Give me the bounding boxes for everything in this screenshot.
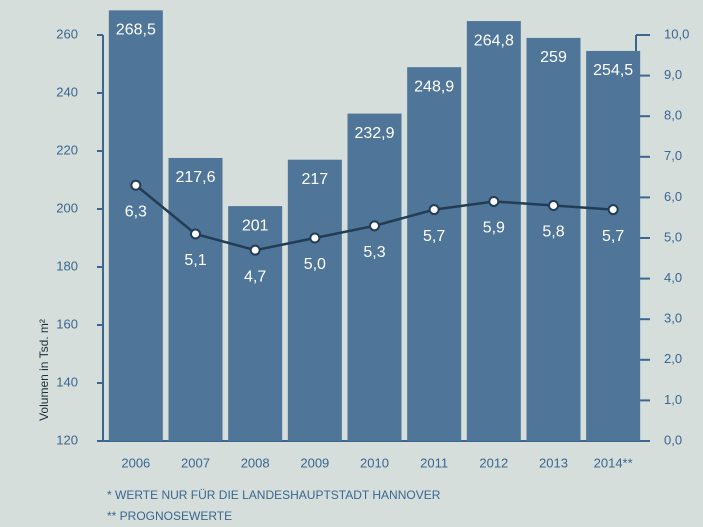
line-value-label: 5,3 bbox=[363, 244, 385, 261]
y2-tick-label: 6,0 bbox=[664, 189, 682, 204]
x-tick-label: 2009 bbox=[300, 455, 329, 470]
line-point bbox=[190, 228, 201, 240]
bar-value-label: 268,5 bbox=[116, 22, 156, 39]
bar bbox=[466, 21, 521, 442]
y2-tick-label: 10,0 bbox=[664, 26, 689, 41]
y-tick-label: 200 bbox=[56, 200, 78, 215]
line-point bbox=[249, 244, 261, 256]
y2-tick-label: 3,0 bbox=[664, 311, 682, 326]
line-value-label: 6,3 bbox=[125, 203, 147, 220]
bar-value-label: 201 bbox=[242, 217, 269, 234]
bar bbox=[287, 159, 342, 441]
line-value-label: 5,9 bbox=[483, 220, 505, 237]
bar-value-label: 217 bbox=[301, 171, 328, 188]
y-tick-label: 120 bbox=[56, 432, 78, 447]
y2-tick-label: 7,0 bbox=[664, 148, 682, 163]
bar bbox=[168, 157, 223, 441]
x-tick-label: 2013 bbox=[539, 455, 568, 470]
bar-value-label: 217,6 bbox=[175, 169, 215, 186]
y2-tick-label: 1,0 bbox=[664, 392, 682, 407]
x-tick-label: 2006 bbox=[121, 455, 150, 470]
line-value-label: 5,1 bbox=[184, 252, 206, 269]
bar bbox=[586, 50, 641, 441]
bar bbox=[347, 113, 402, 441]
y2-tick-label: 0,0 bbox=[664, 432, 682, 447]
y-tick-label: 160 bbox=[56, 316, 78, 331]
bar bbox=[526, 37, 581, 442]
line-value-label: 5,7 bbox=[423, 228, 445, 245]
y-tick-label: 240 bbox=[56, 84, 78, 99]
bar bbox=[407, 67, 462, 441]
bar-value-label: 259 bbox=[540, 49, 567, 66]
line-point bbox=[488, 195, 500, 207]
x-tick-label: 2007 bbox=[181, 455, 210, 470]
bar-value-label: 232,9 bbox=[354, 125, 394, 142]
line-point bbox=[428, 204, 440, 216]
y2-tick-label: 5,0 bbox=[664, 229, 682, 244]
y2-tick-label: 4,0 bbox=[664, 270, 682, 285]
bar bbox=[228, 206, 283, 441]
y-tick-label: 260 bbox=[56, 26, 78, 41]
y2-tick-label: 2,0 bbox=[664, 351, 682, 366]
line-value-label: 5,0 bbox=[304, 256, 326, 273]
footnote: * WERTE NUR FÜR DIE LANDESHAUPTSTADT HAN… bbox=[107, 488, 441, 502]
x-tick-label: 2012 bbox=[479, 455, 508, 470]
x-tick-label: 2010 bbox=[360, 455, 389, 470]
line-value-label: 4,7 bbox=[244, 268, 266, 285]
y-axis-label: Volumen in Tsd. m² bbox=[37, 319, 51, 421]
line-point bbox=[130, 179, 142, 191]
x-tick-label: 2011 bbox=[420, 455, 448, 470]
line-point bbox=[369, 220, 380, 232]
line-point bbox=[309, 232, 321, 244]
y2-tick-label: 8,0 bbox=[664, 108, 682, 123]
bar-value-label: 254,5 bbox=[593, 62, 633, 79]
line-value-label: 5,7 bbox=[602, 228, 624, 245]
y-tick-label: 180 bbox=[56, 258, 78, 273]
x-tick-label: 2014** bbox=[594, 455, 633, 470]
line-point bbox=[607, 204, 619, 216]
line-value-label: 5,8 bbox=[542, 224, 564, 241]
footnote: ** PROGNOSEWERTE bbox=[107, 509, 232, 523]
y-tick-label: 220 bbox=[56, 142, 78, 157]
line-point bbox=[548, 200, 559, 212]
bar-value-label: 264,8 bbox=[474, 32, 514, 49]
bar-value-label: 248,9 bbox=[414, 78, 454, 95]
bar bbox=[108, 10, 163, 441]
x-tick-label: 2008 bbox=[241, 455, 270, 470]
y2-tick-label: 9,0 bbox=[664, 67, 682, 82]
y-tick-label: 140 bbox=[56, 374, 78, 389]
